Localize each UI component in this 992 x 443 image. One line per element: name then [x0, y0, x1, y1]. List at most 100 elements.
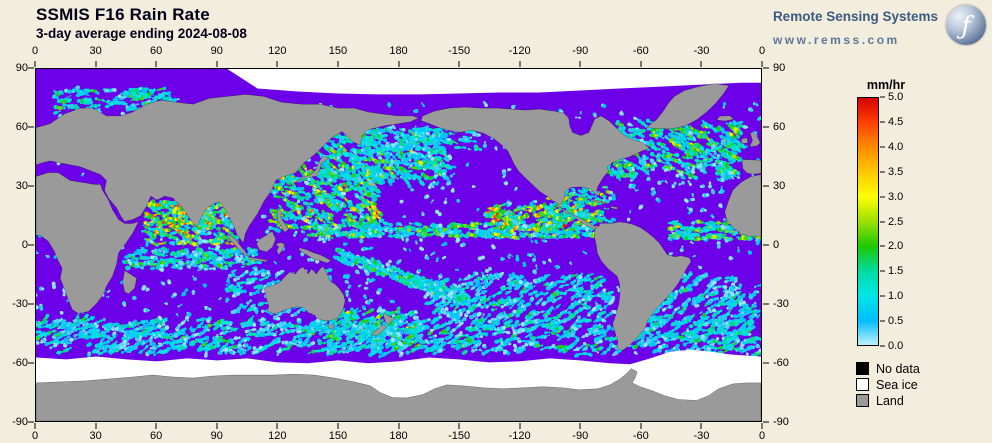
axis-label: 0.5	[888, 315, 904, 328]
brand-url-link[interactable]: www.remss.com	[772, 33, 900, 47]
legend-item-land: Land	[856, 393, 920, 408]
axis-label: -120	[508, 45, 531, 57]
land-swatch	[856, 394, 869, 407]
axis-tick	[763, 362, 769, 364]
axis-tick	[700, 61, 702, 67]
axis-tick	[761, 423, 763, 429]
axis-tick	[640, 423, 642, 429]
axis-tick	[34, 61, 36, 67]
axis-label: -30	[693, 430, 710, 442]
axis-tick	[763, 244, 769, 246]
axis-label: -90	[12, 416, 28, 428]
logo-script-f-glyph: ƒ	[961, 10, 971, 40]
axis-tick	[34, 423, 36, 429]
axis-label: 4.5	[888, 115, 904, 128]
colorbar-ticks	[880, 96, 885, 347]
axis-tick	[880, 171, 885, 173]
axis-tick	[519, 61, 521, 67]
branding: Remote Sensing Systems www.remss.com ƒ	[773, 5, 986, 47]
colorbar-gradient	[857, 97, 879, 346]
axis-label: 0	[773, 239, 780, 251]
axis-label: -150	[448, 45, 471, 57]
axis-tick	[28, 185, 34, 187]
axis-tick	[640, 61, 642, 67]
axis-tick	[28, 362, 34, 364]
axis-label: 60	[15, 121, 28, 133]
latitude-axis-right: 90 60 30 0 -30 -60 -90	[771, 62, 799, 428]
axis-tick	[880, 221, 885, 222]
axis-tick	[28, 303, 34, 305]
axis-tick	[28, 67, 34, 69]
axis-tick	[880, 96, 885, 98]
axis-label: 1.5	[888, 265, 904, 278]
axis-tick	[519, 423, 521, 429]
axis-label: -60	[773, 357, 789, 369]
map-legend: No data Sea ice Land	[856, 361, 920, 409]
axis-label: 150	[328, 45, 348, 57]
axis-label: -30	[12, 298, 28, 310]
axis-tick	[276, 61, 278, 67]
axis-tick	[579, 423, 581, 429]
axis-tick	[763, 421, 769, 423]
axis-label: -30	[693, 45, 710, 57]
page-title: SSMIS F16 Rain Rate	[36, 5, 210, 24]
axis-tick	[880, 121, 885, 123]
legend-label: Land	[876, 393, 904, 408]
legend-item-sea-ice: Sea ice	[856, 377, 920, 392]
axis-label: 30	[89, 430, 102, 442]
axis-label: -120	[508, 430, 531, 442]
axis-label: 180	[389, 45, 408, 57]
axis-label: 0	[758, 430, 766, 442]
axis-tick	[155, 423, 157, 429]
axis-label: 90	[773, 62, 786, 74]
axis-label: 0.0	[888, 340, 904, 352]
latitude-ticks-right	[763, 67, 769, 423]
axis-label: 90	[15, 62, 28, 74]
axis-label: 2.5	[888, 215, 904, 228]
axis-tick	[763, 126, 769, 128]
axis-tick	[276, 423, 278, 429]
axis-tick	[880, 245, 885, 247]
axis-label: 1.0	[888, 290, 904, 303]
axis-label: -150	[448, 430, 471, 442]
axis-tick	[458, 423, 460, 429]
axis-label: 60	[773, 121, 786, 133]
axis-label: 60	[150, 45, 163, 57]
legend-label: Sea ice	[876, 377, 918, 392]
axis-tick	[95, 423, 97, 429]
brand-name-link[interactable]: Remote Sensing Systems	[772, 9, 938, 24]
axis-tick	[398, 423, 399, 429]
axis-tick	[216, 423, 218, 429]
axis-label: 150	[328, 430, 348, 442]
axis-label: 120	[268, 45, 287, 57]
axis-tick	[458, 61, 460, 67]
axis-tick	[880, 320, 885, 322]
legend-label: No data	[876, 361, 920, 376]
axis-label: 0	[31, 430, 39, 442]
axis-label: 0	[31, 45, 39, 57]
axis-tick	[880, 345, 885, 347]
axis-label: 0	[21, 239, 28, 251]
axis-label: 2.0	[888, 240, 904, 253]
colorbar-labels: 5.0 4.5 4.0 3.5 3.0 2.5 2.0 1.5 1.0 0.5 0.0	[888, 91, 918, 352]
axis-tick	[216, 61, 218, 67]
longitude-ticks-bottom	[34, 423, 763, 429]
axis-label: 30	[773, 180, 786, 192]
axis-label: 3.0	[888, 190, 904, 203]
axis-tick	[880, 196, 885, 198]
axis-tick	[880, 270, 885, 272]
axis-tick	[155, 61, 157, 67]
globe-logo-icon[interactable]: ƒ	[946, 5, 986, 45]
longitude-ticks-top	[34, 61, 763, 67]
colorbar-unit-label: mm/hr	[866, 78, 906, 92]
axis-label: 90	[210, 430, 223, 442]
axis-label: -90	[572, 430, 589, 442]
axis-label: -60	[632, 430, 649, 442]
axis-label: -90	[773, 416, 789, 428]
axis-tick	[763, 185, 769, 187]
axis-label: 0	[758, 45, 766, 57]
axis-label: 30	[89, 45, 102, 57]
axis-label: 90	[210, 45, 223, 57]
sea-ice-swatch	[856, 378, 869, 391]
axis-tick	[880, 295, 885, 297]
